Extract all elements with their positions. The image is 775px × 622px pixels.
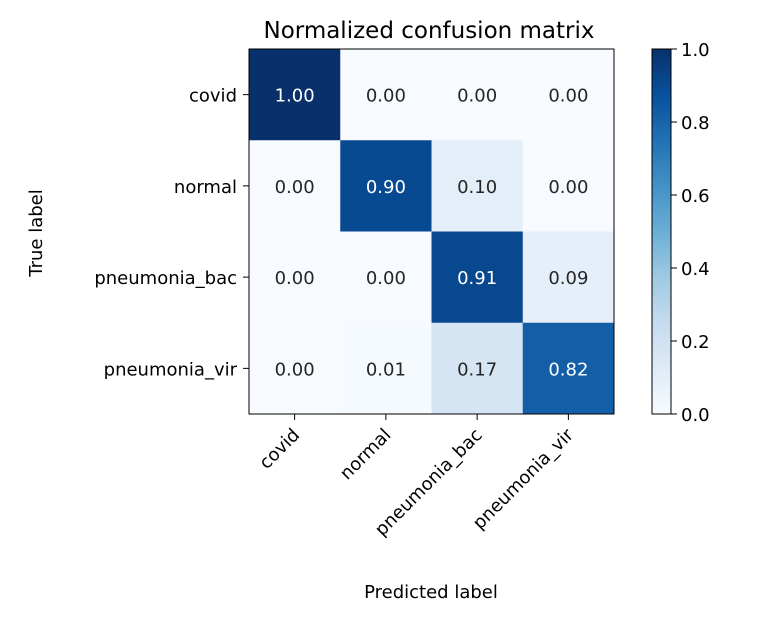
heatmap-cell-label: 0.17 — [457, 359, 497, 380]
y-tick-label: normal — [174, 177, 237, 198]
plot-frame — [248, 48, 615, 415]
heatmap-cell-label: 0.00 — [548, 86, 588, 107]
heatmap-cell — [522, 140, 615, 232]
heatmap-cell — [522, 49, 615, 141]
heatmap-cell-label: 0.00 — [366, 268, 406, 289]
x-tick-label: normal — [336, 425, 395, 484]
colorbar-tick-label: 0.2 — [681, 332, 710, 353]
heatmap-cell — [340, 49, 432, 141]
y-tick-label: pneumonia_bac — [94, 268, 237, 289]
heatmap-cell-label: 0.00 — [366, 86, 406, 107]
colorbar-tick-label: 0.8 — [681, 113, 710, 134]
y-tick-label: covid — [189, 86, 237, 107]
colorbar-ticks: 0.0 0.2 0.4 0.6 0.8 1.0 — [671, 40, 710, 426]
heatmap-cell — [522, 322, 615, 415]
heatmap-cell — [249, 140, 341, 232]
heatmap-cell — [522, 231, 615, 324]
colorbar — [651, 48, 672, 415]
heatmap-cell-label: 1.00 — [275, 86, 315, 107]
heatmap-cell — [249, 231, 341, 324]
heatmap-cells — [249, 49, 615, 415]
heatmap-cell-label: 0.09 — [548, 268, 588, 289]
heatmap-cell — [340, 231, 432, 324]
y-axis-label: True label — [26, 189, 47, 278]
heatmap-cell-labels: 1.00 0.00 0.00 0.00 0.00 0.90 0.10 0.00 0.00 0.00… — [275, 86, 589, 381]
y-axis-ticks: covid normal pneumonia_bac pneumonia_vir — [94, 86, 249, 380]
y-tick-label: pneumonia_vir — [104, 359, 238, 380]
x-axis-label: Predicted label — [364, 582, 498, 603]
heatmap-cell-label: 0.00 — [548, 177, 588, 198]
colorbar-tick-label: 1.0 — [681, 40, 710, 61]
heatmap-cell-label: 0.01 — [366, 359, 406, 380]
chart-title: Normalized confusion matrix — [263, 18, 594, 44]
heatmap-cell — [431, 322, 524, 415]
heatmap-cell-label: 0.00 — [275, 177, 315, 198]
heatmap-cell-label: 0.00 — [275, 268, 315, 289]
heatmap-cell-label: 0.82 — [548, 359, 588, 380]
colorbar-tick-label: 0.6 — [681, 186, 710, 207]
x-tick-label: covid — [255, 425, 304, 474]
heatmap-cell-label: 0.91 — [457, 268, 497, 289]
heatmap-cell — [431, 140, 524, 232]
heatmap-cell — [340, 140, 432, 232]
heatmap-cell — [431, 231, 524, 324]
colorbar-tick-label: 0.0 — [681, 405, 710, 426]
heatmap-cell — [340, 322, 432, 415]
heatmap-cell — [431, 49, 524, 141]
colorbar-tick-label: 0.4 — [681, 259, 710, 280]
heatmap-cell — [249, 322, 341, 415]
heatmap-cell-label: 0.90 — [366, 177, 406, 198]
heatmap-cell-label: 0.00 — [275, 359, 315, 380]
heatmap-cell — [249, 49, 341, 141]
heatmap-cell-label: 0.10 — [457, 177, 497, 198]
heatmap-cell-label: 0.00 — [457, 86, 497, 107]
